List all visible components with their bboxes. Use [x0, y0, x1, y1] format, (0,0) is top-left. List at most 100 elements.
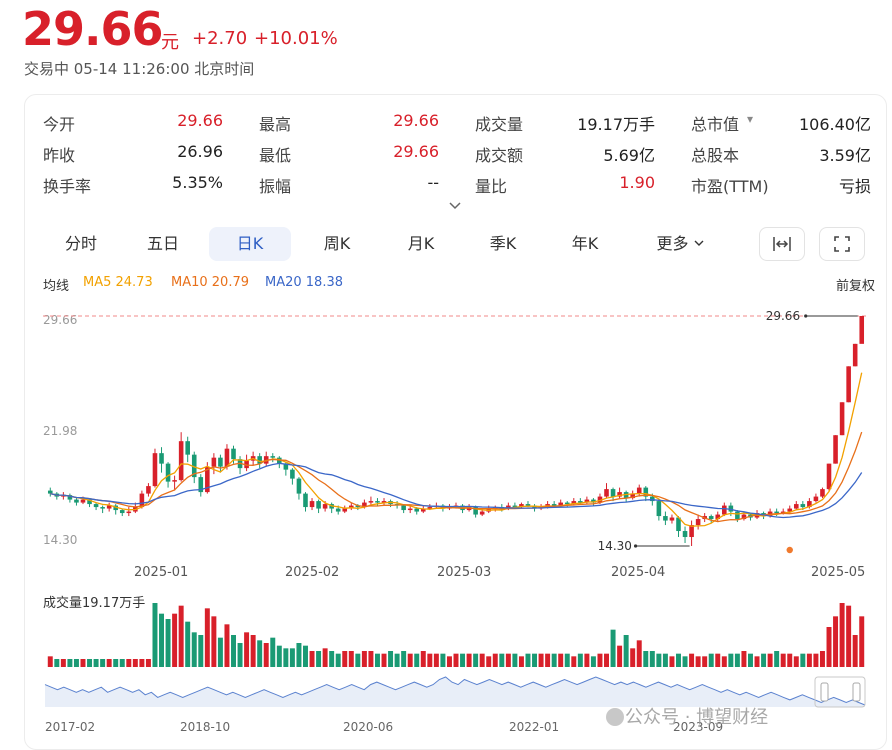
stat-value: 5.35% — [172, 173, 223, 192]
volume-bar — [460, 653, 466, 667]
candle-body — [715, 514, 721, 520]
volume-bar — [604, 653, 609, 667]
stat-label: 昨收 — [43, 146, 76, 165]
candle-body — [290, 469, 295, 479]
overview-handle-right — [852, 682, 861, 702]
tab-five-day[interactable]: 五日 — [146, 234, 179, 253]
candle-body — [218, 457, 223, 467]
kline-chart[interactable]: 29.66 21.98 14.30 29.66 14.30 2025-01 2025-02 2… — [25, 95, 886, 749]
volume-bar — [767, 653, 773, 667]
volume-bar — [361, 651, 367, 667]
candle-body — [80, 499, 86, 503]
stat-value: 1.90 — [619, 173, 655, 192]
stat-value: 19.17万手 — [577, 115, 655, 134]
candle-body — [335, 508, 341, 512]
candle-body — [113, 505, 119, 511]
volume-bar — [676, 653, 681, 667]
overview-tick-label: 2018-10 — [180, 720, 230, 734]
candle-body — [839, 402, 845, 436]
volume-bar — [630, 648, 636, 667]
volume-bar — [257, 640, 263, 667]
candle-body — [650, 496, 655, 502]
max-marker-dot — [804, 314, 808, 318]
candle-body — [519, 504, 524, 508]
volume-bar — [322, 648, 328, 667]
volume-bar — [440, 653, 446, 667]
fullscreen-button[interactable] — [819, 227, 865, 261]
fit-width-button[interactable] — [759, 227, 805, 261]
caret-down-icon[interactable]: ▾ — [747, 112, 754, 126]
candle-body — [813, 496, 819, 502]
volume-bar — [806, 653, 812, 667]
volume-bar — [584, 653, 590, 667]
volume-bar — [590, 656, 596, 667]
volume-bar — [401, 651, 407, 667]
volume-bar — [689, 653, 695, 667]
tab-weekly-k[interactable]: 周K — [323, 234, 351, 253]
candle-body — [807, 501, 812, 508]
volume-bar — [656, 653, 662, 667]
volume-bar — [159, 613, 165, 667]
candle-body — [87, 499, 92, 505]
volume-bar — [381, 653, 387, 667]
price-unit: 元 — [161, 32, 179, 53]
volume-bar — [761, 653, 767, 667]
event-dot — [786, 546, 793, 554]
candle-body — [676, 517, 681, 532]
candle-body — [551, 504, 557, 506]
volume-bar — [296, 643, 302, 667]
volume-bar — [649, 651, 655, 667]
stat-value: 29.66 — [393, 142, 439, 161]
overview-tick-label: 2020-06 — [343, 720, 393, 734]
stat-cell: 总市值 106.40亿 ▾ — [691, 111, 871, 135]
tab-intraday[interactable]: 分时 — [64, 234, 97, 253]
y-tick-label: 29.66 — [43, 313, 77, 327]
ma10-value: MA10 20.79 — [171, 275, 249, 290]
candle-body — [257, 456, 262, 464]
candle-body — [630, 493, 635, 499]
candle-body — [191, 454, 197, 478]
stat-cell: 振幅 -- — [259, 173, 439, 197]
volume-bar — [394, 653, 400, 667]
volume-bar — [250, 635, 256, 667]
stat-label: 换手率 — [43, 177, 92, 196]
volume-bar — [67, 659, 73, 667]
volume-bar — [702, 656, 708, 667]
volume-bar — [335, 653, 341, 667]
candle-body — [178, 441, 184, 481]
volume-bar — [669, 656, 675, 667]
overview-tick-label: 2023-09 — [673, 720, 723, 734]
tab-daily-k[interactable]: 日K — [209, 227, 291, 261]
volume-bar — [47, 656, 53, 667]
tab-monthly-k[interactable]: 月K — [407, 234, 435, 253]
volume-bar — [780, 653, 786, 667]
tab-more[interactable]: 更多 — [637, 227, 723, 261]
volume-bar — [113, 659, 119, 667]
candle-body — [604, 489, 609, 497]
volume-bar — [263, 643, 269, 667]
volume-bar — [368, 651, 374, 667]
fit-width-icon — [773, 237, 791, 251]
min-marker-dot — [633, 544, 638, 548]
candle-body — [787, 508, 793, 512]
volume-bar — [636, 640, 642, 667]
adjust-mode[interactable]: 前复权 — [835, 279, 875, 294]
candle-body — [852, 343, 858, 367]
watermark-text: 公众号 · 博望财经 — [625, 707, 768, 728]
candle-body — [479, 511, 485, 515]
volume-bar — [499, 653, 505, 667]
volume-bar — [819, 651, 825, 667]
candle-body — [741, 514, 747, 520]
volume-bar — [486, 656, 492, 667]
stat-value: 106.40亿 — [799, 115, 871, 134]
stat-label[interactable]: 总市值 — [691, 115, 740, 134]
tab-quarterly-k[interactable]: 季K — [489, 234, 517, 253]
candle-body — [610, 489, 616, 497]
x-tick-label: 2025-04 — [611, 565, 665, 580]
chevron-down-icon[interactable] — [448, 201, 462, 211]
candle-body — [224, 448, 230, 467]
x-tick-label: 2025-02 — [285, 565, 339, 580]
candle-body — [342, 508, 348, 512]
tab-yearly-k[interactable]: 年K — [571, 234, 599, 253]
volume-bar — [859, 616, 865, 667]
